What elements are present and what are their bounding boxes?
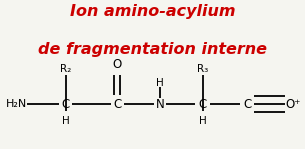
Text: R₃: R₃: [197, 63, 208, 74]
Text: N: N: [156, 98, 164, 111]
Text: O: O: [113, 58, 122, 71]
Text: H: H: [62, 116, 70, 127]
Text: R₂: R₂: [60, 63, 71, 74]
Text: de fragmentation interne: de fragmentation interne: [38, 42, 267, 57]
Text: H: H: [156, 78, 164, 89]
Text: H₂N: H₂N: [6, 99, 27, 109]
Text: C: C: [113, 98, 122, 111]
Text: C: C: [199, 98, 207, 111]
Text: Ion amino-acylium: Ion amino-acylium: [70, 4, 235, 20]
Text: C: C: [61, 98, 70, 111]
Text: O⁺: O⁺: [285, 98, 300, 111]
Text: C: C: [243, 98, 251, 111]
Text: H: H: [199, 116, 207, 127]
